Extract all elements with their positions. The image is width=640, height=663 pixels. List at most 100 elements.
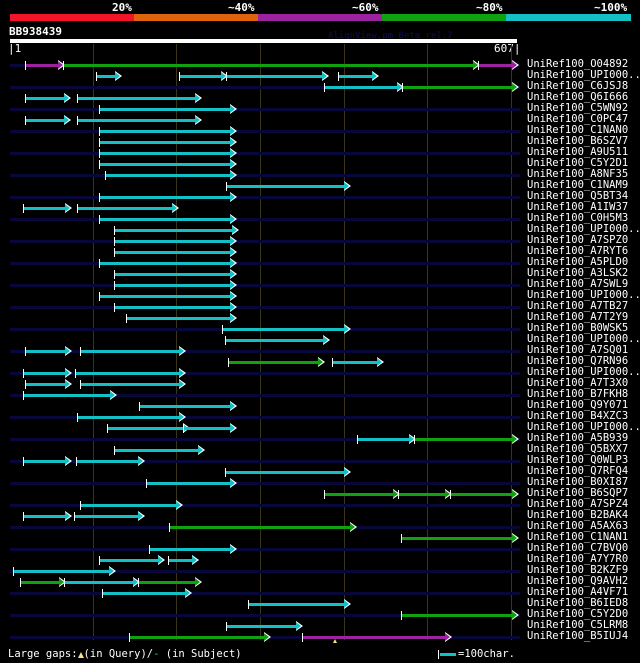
hit-label[interactable]: UniRef100_UPI000.. xyxy=(527,366,640,378)
hit-label[interactable]: UniRef100_Q9Y071 xyxy=(527,399,629,411)
hit-label[interactable]: UniRef100_B0WSK5 xyxy=(527,322,629,334)
alignment-segment[interactable] xyxy=(98,108,232,111)
alignment-segment[interactable] xyxy=(25,119,66,122)
hit-label[interactable]: UniRef100_A5PLD0 xyxy=(527,256,629,268)
hit-label[interactable]: UniRef100_A7SPZ4 xyxy=(527,498,629,510)
hit-label[interactable]: UniRef100_UPI000.. xyxy=(527,421,640,433)
alignment-segment[interactable] xyxy=(98,196,232,199)
hit-label[interactable]: UniRef100_Q5BT34 xyxy=(527,190,629,202)
alignment-segment[interactable] xyxy=(23,515,67,518)
alignment-segment[interactable] xyxy=(248,603,345,606)
alignment-segment[interactable] xyxy=(23,460,67,463)
hit-label[interactable]: UniRef100_A1IW37 xyxy=(527,201,629,213)
hit-label[interactable]: UniRef100_B0XI87 xyxy=(527,476,629,488)
hit-label[interactable]: UniRef100_B2KZF9 xyxy=(527,564,629,576)
alignment-segment[interactable] xyxy=(179,75,222,78)
hit-label[interactable]: UniRef100_A9U511 xyxy=(527,146,629,158)
hit-label[interactable]: UniRef100_UPI000.. xyxy=(527,333,640,345)
alignment-segment[interactable] xyxy=(168,526,351,529)
alignment-segment[interactable] xyxy=(76,207,174,210)
hit-label[interactable]: UniRef100_Q6I666 xyxy=(527,91,629,103)
hit-label[interactable]: UniRef100_C1NAN0 xyxy=(527,124,629,136)
alignment-segment[interactable] xyxy=(228,361,319,364)
alignment-segment[interactable] xyxy=(64,581,134,584)
hit-label[interactable]: UniRef100_UPI000.. xyxy=(527,223,640,235)
alignment-segment[interactable] xyxy=(225,339,324,342)
hit-label[interactable]: UniRef100_A7SWL9 xyxy=(527,278,629,290)
alignment-segment[interactable] xyxy=(398,493,447,496)
alignment-segment[interactable] xyxy=(80,504,177,507)
alignment-segment[interactable] xyxy=(148,548,232,551)
hit-label[interactable]: UniRef100_B6SZV7 xyxy=(527,135,629,147)
alignment-segment[interactable] xyxy=(414,438,513,441)
alignment-segment[interactable] xyxy=(25,97,66,100)
alignment-segment[interactable] xyxy=(98,141,232,144)
alignment-segment[interactable] xyxy=(477,64,513,67)
alignment-segment[interactable] xyxy=(357,438,411,441)
alignment-segment[interactable] xyxy=(301,636,447,639)
alignment-segment[interactable] xyxy=(76,97,196,100)
alignment-segment[interactable] xyxy=(98,262,232,265)
alignment-segment[interactable] xyxy=(323,493,395,496)
alignment-segment[interactable] xyxy=(20,581,61,584)
alignment-segment[interactable] xyxy=(138,581,196,584)
alignment-segment[interactable] xyxy=(96,75,116,78)
hit-label[interactable]: UniRef100_A7SPZ0 xyxy=(527,234,629,246)
alignment-segment[interactable] xyxy=(225,185,345,188)
hit-label[interactable]: UniRef100_C0H5M3 xyxy=(527,212,629,224)
alignment-segment[interactable] xyxy=(323,86,399,89)
alignment-segment[interactable] xyxy=(25,383,67,386)
alignment-segment[interactable] xyxy=(80,350,180,353)
alignment-segment[interactable] xyxy=(337,75,374,78)
hit-label[interactable]: UniRef100_A7Y7R0 xyxy=(527,553,629,565)
alignment-segment[interactable] xyxy=(128,636,265,639)
hit-label[interactable]: UniRef100_A3LSK2 xyxy=(527,267,629,279)
alignment-segment[interactable] xyxy=(76,460,140,463)
alignment-segment[interactable] xyxy=(400,614,513,617)
alignment-segment[interactable] xyxy=(126,317,232,320)
alignment-segment[interactable] xyxy=(225,75,324,78)
hit-label[interactable]: UniRef100_O04892 xyxy=(527,58,629,70)
hit-label[interactable]: UniRef100_A5B939 xyxy=(527,432,629,444)
alignment-segment[interactable] xyxy=(113,306,232,309)
alignment-segment[interactable] xyxy=(225,625,298,628)
alignment-segment[interactable] xyxy=(113,240,232,243)
hit-label[interactable]: UniRef100_A4VF71 xyxy=(527,586,629,598)
alignment-segment[interactable] xyxy=(113,273,232,276)
alignment-segment[interactable] xyxy=(23,372,67,375)
hit-label[interactable]: UniRef100_A7RYT6 xyxy=(527,245,629,257)
hit-label[interactable]: UniRef100_Q5BXX7 xyxy=(527,443,629,455)
alignment-segment[interactable] xyxy=(74,515,139,518)
alignment-segment[interactable] xyxy=(76,416,180,419)
hit-label[interactable]: UniRef100_C1NAM9 xyxy=(527,179,629,191)
hit-label[interactable]: UniRef100_Q7RN96 xyxy=(527,355,629,367)
alignment-segment[interactable] xyxy=(113,251,232,254)
hit-label[interactable]: UniRef100_C6JSJ8 xyxy=(527,80,629,92)
hit-label[interactable]: UniRef100_Q9AVH2 xyxy=(527,575,629,587)
alignment-segment[interactable] xyxy=(450,493,513,496)
hit-label[interactable]: UniRef100_B4XZC3 xyxy=(527,410,629,422)
hit-label[interactable]: UniRef100_B6IED8 xyxy=(527,597,629,609)
hit-label[interactable]: UniRef100_A7TB27 xyxy=(527,300,629,312)
alignment-segment[interactable] xyxy=(98,218,232,221)
alignment-segment[interactable] xyxy=(400,537,513,540)
alignment-segment[interactable] xyxy=(168,559,194,562)
alignment-segment[interactable] xyxy=(113,449,200,452)
alignment-segment[interactable] xyxy=(23,207,67,210)
alignment-segment[interactable] xyxy=(221,328,345,331)
hit-label[interactable]: UniRef100_Q7RFQ4 xyxy=(527,465,629,477)
alignment-segment[interactable] xyxy=(62,64,474,67)
alignment-segment[interactable] xyxy=(98,152,232,155)
hit-label[interactable]: UniRef100_A7T2Y9 xyxy=(527,311,629,323)
hit-label[interactable]: UniRef100_C1NAN1 xyxy=(527,531,629,543)
alignment-segment[interactable] xyxy=(225,471,345,474)
alignment-segment[interactable] xyxy=(98,559,160,562)
alignment-segment[interactable] xyxy=(332,361,379,364)
hit-label[interactable]: UniRef100_C7BVQ0 xyxy=(527,542,629,554)
alignment-segment[interactable] xyxy=(98,163,232,166)
alignment-segment[interactable] xyxy=(113,284,232,287)
hit-label[interactable]: UniRef100_C5WN92 xyxy=(527,102,629,114)
hit-label[interactable]: UniRef100_UPI000.. xyxy=(527,69,640,81)
alignment-segment[interactable] xyxy=(138,405,232,408)
alignment-segment[interactable] xyxy=(107,427,185,430)
